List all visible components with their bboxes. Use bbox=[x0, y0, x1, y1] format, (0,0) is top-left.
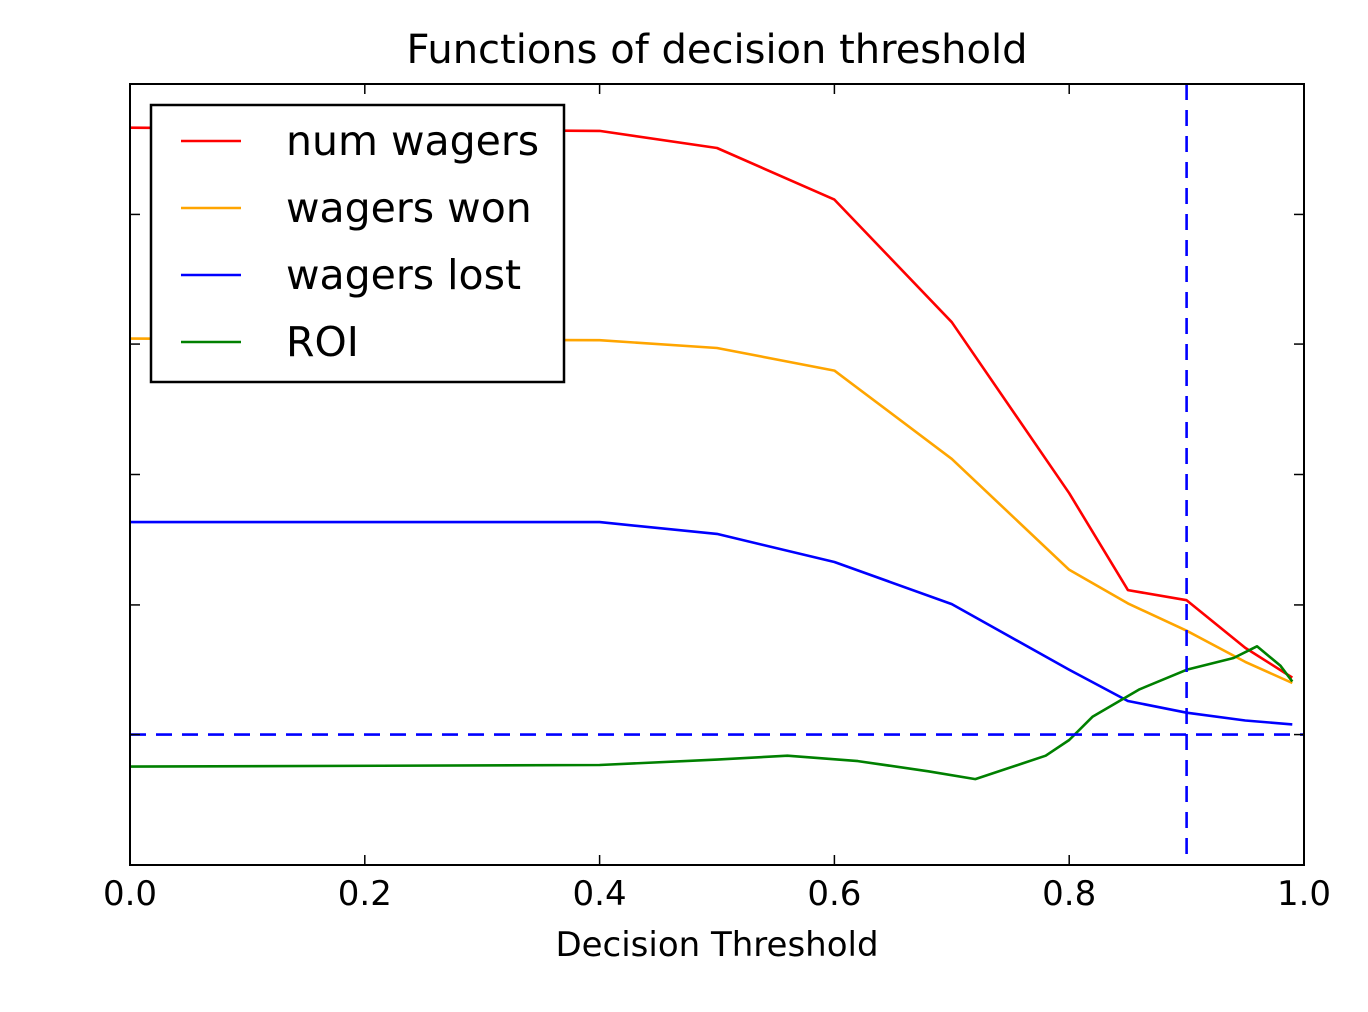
x-axis-label: Decision Threshold bbox=[555, 925, 878, 965]
x-tick-label: 1.0 bbox=[1277, 874, 1331, 914]
legend-label: wagers lost bbox=[286, 251, 521, 299]
axis-ticks bbox=[129, 83, 1305, 866]
chart-title: Functions of decision threshold bbox=[407, 27, 1028, 73]
legend: num wagers wagers won wagers lost ROI bbox=[149, 103, 566, 384]
series-line-roi bbox=[130, 645, 1294, 781]
legend-box bbox=[149, 103, 566, 384]
reference-lines bbox=[130, 84, 1304, 865]
series-line-wagers-lost bbox=[130, 520, 1293, 726]
legend-label: wagers won bbox=[286, 184, 532, 232]
series-line-wagers-won bbox=[130, 337, 1293, 685]
legend-label: ROI bbox=[286, 318, 359, 366]
series-line-num-wagers bbox=[130, 126, 1293, 679]
x-tick-labels: 0.0 0.2 0.4 0.6 0.8 1.0 bbox=[103, 874, 1331, 914]
x-tick-label: 0.2 bbox=[338, 874, 392, 914]
x-tick-label: 0.4 bbox=[573, 874, 627, 914]
plot-lines bbox=[130, 126, 1294, 781]
x-tick-label: 0.0 bbox=[103, 874, 157, 914]
legend-label: num wagers bbox=[286, 117, 539, 165]
x-tick-label: 0.8 bbox=[1042, 874, 1096, 914]
x-tick-label: 0.6 bbox=[807, 874, 861, 914]
